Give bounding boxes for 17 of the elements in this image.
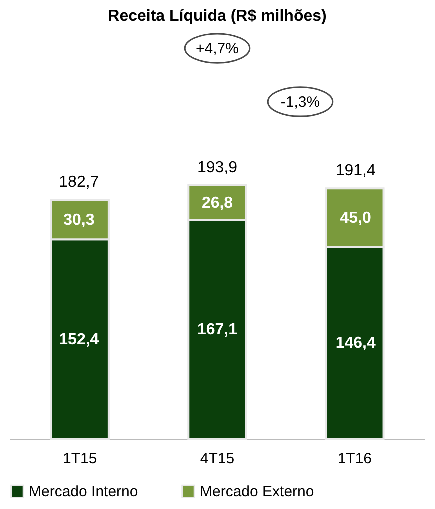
text: +4,7% [196,40,239,58]
legend-label: Mercado Interno [29,484,138,501]
text: -1,3% [280,94,320,111]
x-tick-label: 4T15 [200,450,235,468]
x-tick-label: 1T15 [62,450,98,468]
data-label: 152,4 [59,331,100,348]
data-label: 26,8 [202,194,234,212]
data-label: 167,1 [197,322,238,339]
x-tick-label: 1T16 [338,450,372,468]
data-label: 146,4 [336,335,376,352]
chart-title: Receita Líquida (R$ milhões) [108,8,327,25]
legend-label: Mercado Externo [200,484,314,501]
total-label: 193,9 [197,159,238,176]
data-label: 45,0 [340,210,372,228]
total-label: 182,7 [59,174,100,191]
total-label: 191,4 [336,162,376,180]
data-label: 30,3 [64,212,95,229]
